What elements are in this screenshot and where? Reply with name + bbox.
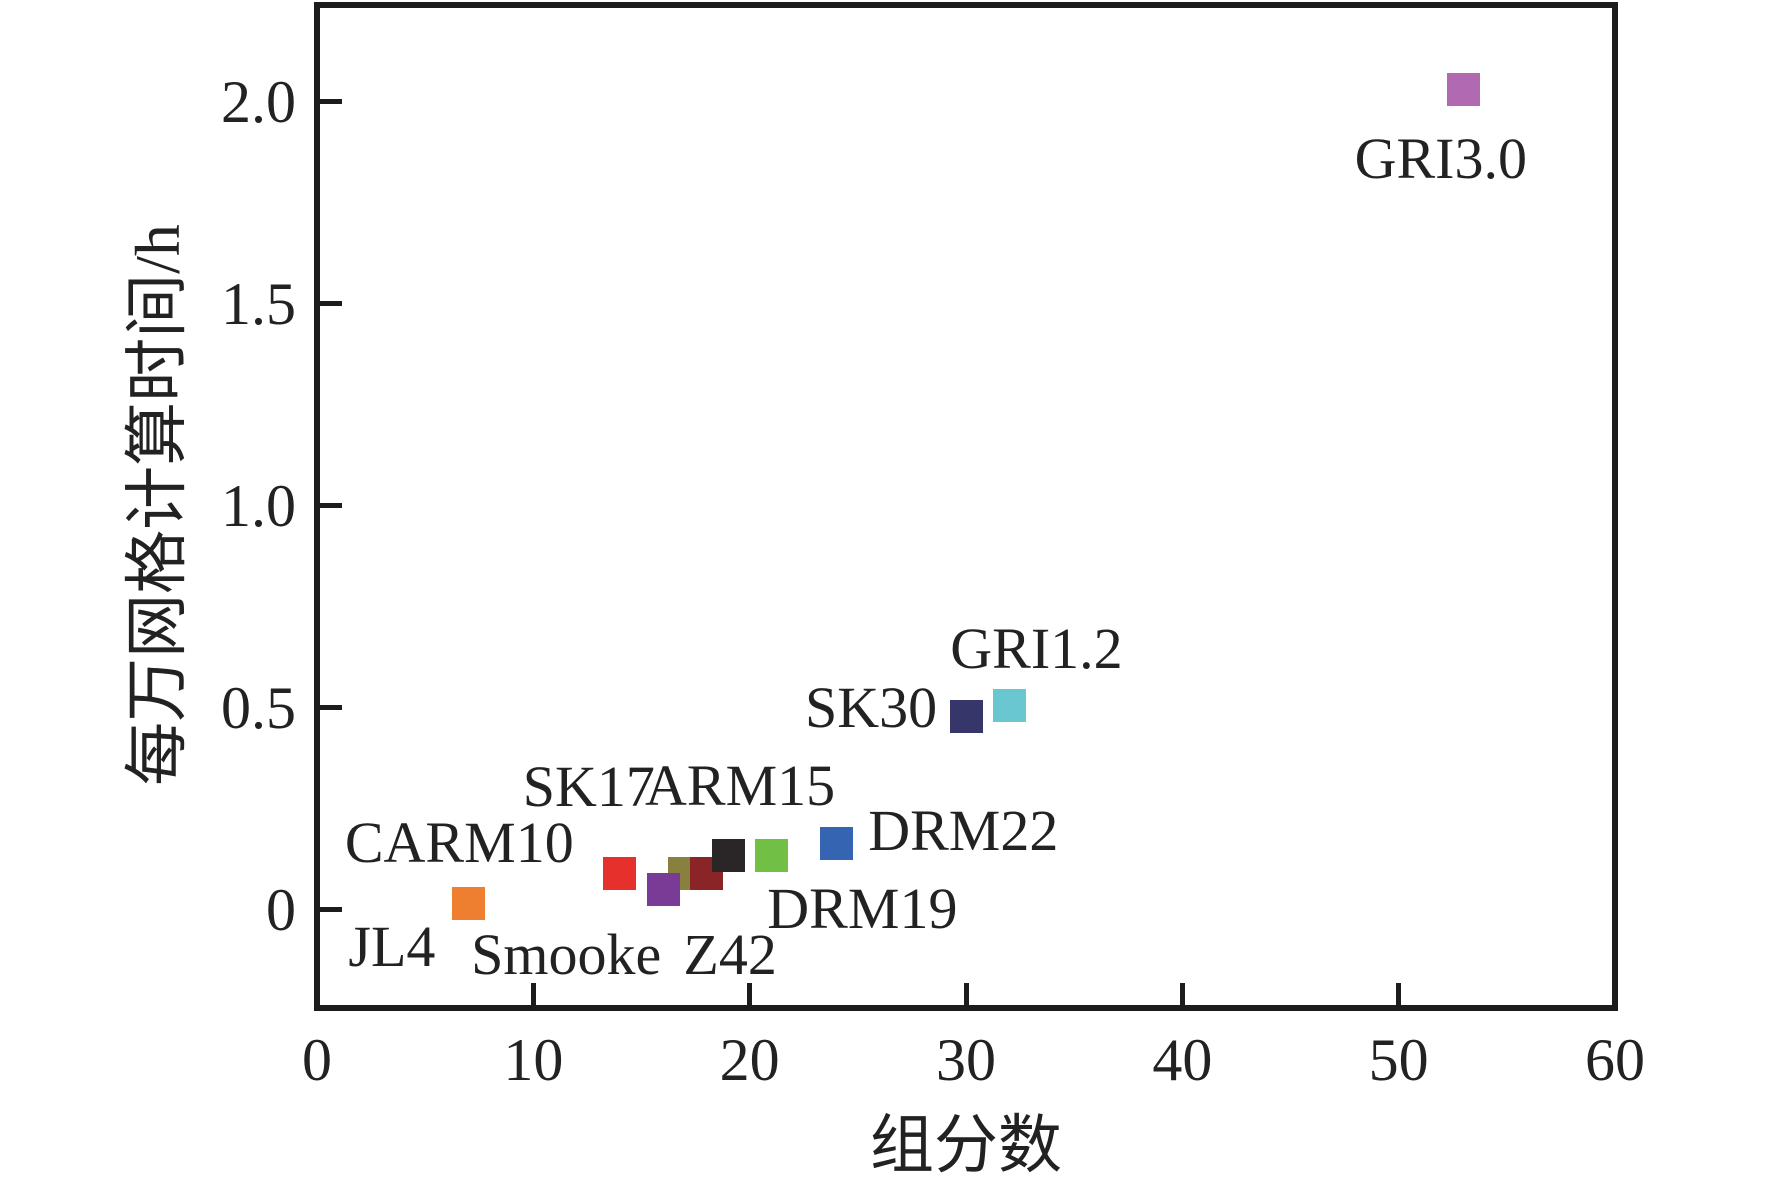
data-point-marker-CARM10	[603, 857, 637, 891]
data-point-marker-JL4	[451, 887, 485, 921]
data-point-label-JL4: JL4	[348, 913, 436, 979]
x-axis-tick-10	[530, 983, 536, 1005]
y-axis-tick-label: 0	[266, 876, 296, 943]
x-axis-tick-40	[1179, 983, 1185, 1005]
y-axis-tick-1.5	[320, 301, 342, 307]
x-axis-tick-50	[1396, 983, 1402, 1005]
data-point-label-SK17: SK17	[522, 753, 655, 819]
x-axis-tick-label: 60	[1585, 1027, 1645, 1093]
data-point-marker-SK30	[949, 699, 983, 733]
y-axis-tick-0	[320, 907, 342, 913]
y-axis-tick-0.5	[320, 705, 342, 711]
x-axis-tick-label: 20	[719, 1027, 780, 1093]
x-axis-tick-label: 10	[503, 1027, 564, 1093]
data-point-marker-ARM15	[711, 838, 745, 872]
data-point-marker-Smooke	[646, 873, 680, 907]
data-point-label-GRI1.2: GRI1.2	[950, 615, 1123, 681]
x-axis-tick-20	[747, 983, 753, 1005]
data-point-label-SK30: SK30	[805, 675, 938, 741]
x-axis-tick-label: 30	[936, 1027, 996, 1093]
x-axis-tick-label: 0	[302, 1027, 332, 1093]
x-axis-tick-label: 40	[1152, 1027, 1213, 1093]
data-point-label-GRI3.0: GRI3.0	[1354, 125, 1527, 191]
x-axis-tick-30	[963, 983, 969, 1005]
data-point-label-ARM15: ARM15	[645, 753, 836, 819]
data-point-marker-GRI3.0	[1447, 73, 1481, 107]
data-point-label-DRM19: DRM19	[767, 876, 958, 942]
y-axis-tick-label: 0.5	[221, 674, 296, 741]
data-point-marker-DRM19	[754, 838, 788, 872]
data-point-label-CARM10: CARM10	[344, 809, 574, 875]
data-point-marker-DRM22	[819, 826, 853, 860]
y-axis-tick-1.0	[320, 503, 342, 509]
y-axis-tick-2.0	[320, 99, 342, 105]
y-axis-title: 每万网格计算时间/h	[122, 224, 193, 786]
plot-area-border	[314, 2, 1618, 1011]
data-point-label-Z42: Z42	[683, 921, 777, 987]
y-axis-tick-label: 2.0	[221, 68, 296, 135]
data-point-label-Smooke: Smooke	[471, 921, 662, 987]
x-axis-tick-label: 50	[1368, 1027, 1429, 1093]
x-axis-title: 组分数	[870, 1110, 1062, 1181]
data-point-marker-GRI1.2	[992, 689, 1026, 723]
data-point-label-DRM22: DRM22	[868, 798, 1059, 864]
y-axis-tick-label: 1.0	[221, 472, 296, 539]
y-axis-tick-label: 1.5	[221, 270, 296, 337]
